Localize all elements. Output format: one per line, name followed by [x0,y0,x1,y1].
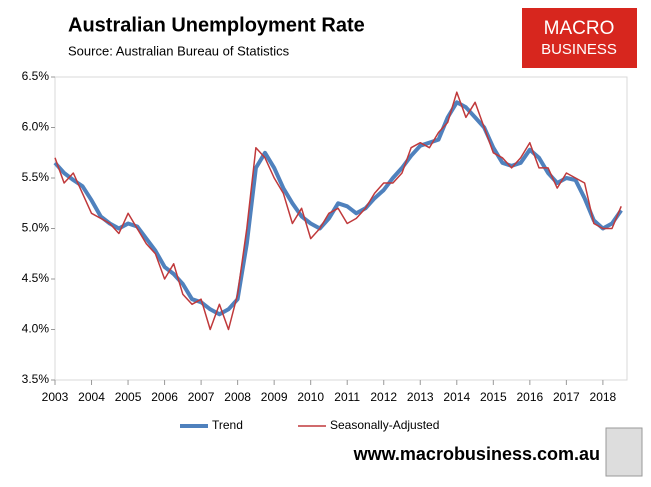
x-tick-label: 2008 [224,390,251,404]
x-tick-label: 2014 [443,390,470,404]
logo-box [522,8,637,68]
x-tick-label: 2017 [553,390,580,404]
line-series [54,91,622,331]
logo-text: MACRO [544,18,615,39]
chart-subtitle: Source: Australian Bureau of Statistics [68,43,290,58]
legend-label: Trend [212,418,243,432]
x-tick-label: 2011 [334,390,360,404]
y-tick-label: 4.0% [22,322,50,336]
x-tick-label: 2003 [42,390,69,404]
x-tick-label: 2007 [188,390,215,404]
x-tick-label: 2004 [78,390,105,404]
x-tick-label: 2018 [590,390,617,404]
x-tick-label: 2015 [480,390,507,404]
y-tick-label: 6.5% [22,69,50,83]
y-tick-label: 3.5% [22,372,50,386]
line-series [53,100,623,317]
x-tick-label: 2006 [151,390,178,404]
chart-title: Australian Unemployment Rate [68,14,365,36]
x-tick-label: 2010 [297,390,324,404]
wolf-icon [605,427,643,477]
y-tick-label: 5.5% [22,170,50,184]
x-tick-label: 2005 [115,390,142,404]
x-tick-label: 2013 [407,390,434,404]
footer-url: www.macrobusiness.com.au [353,444,600,464]
x-tick-label: 2012 [370,390,397,404]
x-tick-label: 2016 [516,390,543,404]
y-tick-label: 6.0% [22,120,50,134]
legend-label: Seasonally-Adjusted [330,418,439,432]
y-tick-label: 5.0% [22,221,50,235]
y-tick-label: 4.5% [22,271,50,285]
logo-text: BUSINESS [541,41,617,58]
x-tick-label: 2009 [261,390,288,404]
